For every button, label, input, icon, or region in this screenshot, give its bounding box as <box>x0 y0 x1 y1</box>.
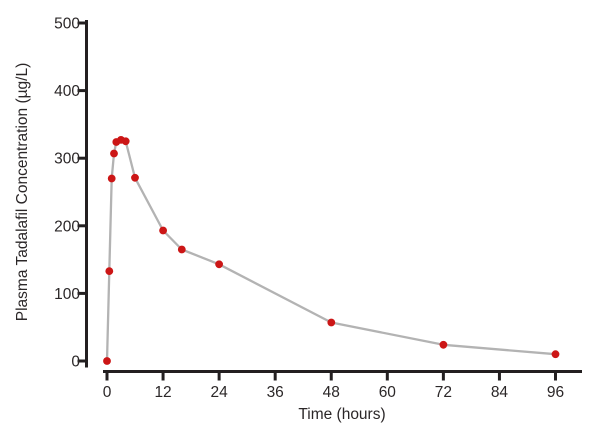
x-axis-title: Time (hours) <box>298 406 385 423</box>
x-axis-tick-labels: 0 12 24 36 48 60 72 84 96 <box>103 384 564 401</box>
x-tick-label: 12 <box>154 384 171 401</box>
data-point <box>121 137 130 146</box>
series-group <box>103 136 560 365</box>
data-point <box>551 350 560 359</box>
y-tick-label: 200 <box>54 218 80 235</box>
data-point <box>107 174 116 183</box>
x-tick-label: 96 <box>547 384 564 401</box>
y-tick-label: 100 <box>54 286 80 303</box>
x-tick-label: 36 <box>267 384 284 401</box>
y-tick-label: 500 <box>54 16 80 33</box>
x-tick-label: 0 <box>103 384 112 401</box>
y-axis-ticks <box>77 21 87 363</box>
y-axis-title: Plasma Tadalafil Concentration (µg/L) <box>14 63 31 322</box>
y-tick-label: 300 <box>54 151 80 168</box>
data-point <box>131 173 139 182</box>
data-point <box>103 357 111 365</box>
y-axis-tick-labels: 0 100 200 300 400 500 <box>54 16 80 371</box>
data-point <box>327 318 336 327</box>
y-tick-label: 400 <box>54 83 80 100</box>
x-axis-ticks <box>105 371 557 381</box>
x-tick-label: 48 <box>323 384 340 401</box>
x-tick-label: 60 <box>379 384 397 401</box>
data-point <box>177 245 186 254</box>
x-tick-label: 24 <box>211 384 229 401</box>
x-tick-label: 84 <box>491 384 509 401</box>
data-point <box>110 149 118 158</box>
data-point <box>439 340 448 349</box>
data-point <box>159 226 168 235</box>
y-tick-label: 0 <box>71 354 80 371</box>
x-tick-label: 72 <box>435 384 452 401</box>
data-point <box>215 260 224 269</box>
data-point <box>105 267 114 275</box>
series-line <box>105 138 557 363</box>
